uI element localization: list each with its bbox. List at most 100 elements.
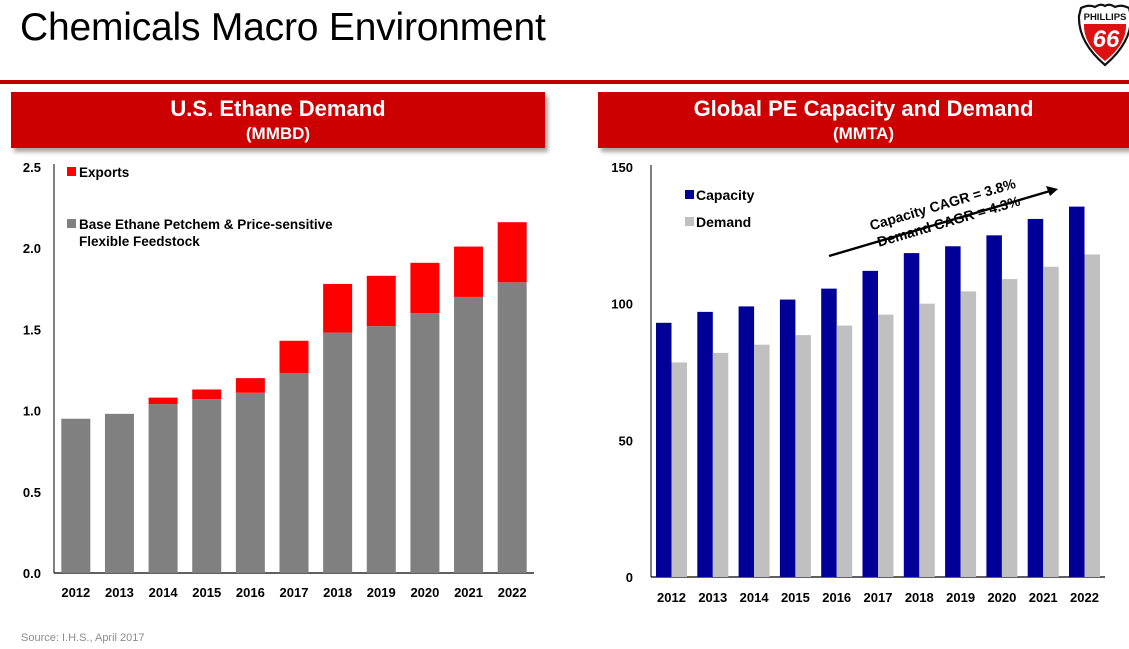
bar-base-2015	[192, 399, 222, 573]
x-tick-label: 2020	[987, 590, 1016, 605]
bar-base-2022	[497, 282, 527, 573]
legend-label-demand: Demand	[696, 214, 751, 230]
legend-label-base-line1: Base Ethane Petchem & Price-sensitive	[79, 217, 333, 232]
y-tick-label: 1.0	[23, 404, 41, 419]
x-tick-label: 2013	[105, 585, 134, 600]
bar-exports-2016	[235, 378, 265, 393]
bar-capacity-2022	[1069, 206, 1085, 577]
x-tick-label: 2021	[454, 585, 483, 600]
bar-capacity-2014	[738, 306, 755, 577]
bar-exports-2014	[148, 397, 178, 405]
x-tick-label: 2013	[698, 590, 727, 605]
y-tick-label: 2.0	[23, 241, 41, 256]
bar-capacity-2012	[656, 322, 672, 577]
y-tick-label: 2.5	[23, 160, 41, 175]
x-tick-label: 2014	[149, 585, 179, 600]
header-rule	[0, 80, 1129, 84]
x-tick-label: 2017	[280, 585, 309, 600]
bar-capacity-2013	[697, 311, 713, 577]
left-chart-title: U.S. Ethane Demand	[170, 96, 386, 121]
y-tick-label: 150	[611, 160, 633, 175]
ethane-demand-chart: 0.0 0.5 1.0 1.5 2.0 2.5 2012 2013 2014 2015 2016 20…	[23, 160, 534, 600]
legend-swatch-exports	[67, 167, 76, 176]
bar-base-2016	[235, 392, 265, 573]
y-tick-label: 100	[611, 297, 633, 312]
x-tick-label: 2014	[740, 590, 770, 605]
bar-capacity-2018	[903, 253, 920, 577]
y-tick-label: 50	[619, 433, 633, 448]
legend-label-base-line2: Flexible Feedstock	[79, 234, 200, 249]
bar-capacity-2019	[945, 246, 961, 577]
page-title: Chemicals Macro Environment	[20, 6, 546, 49]
bar-exports-2020	[410, 262, 440, 314]
x-tick-label: 2022	[498, 585, 527, 600]
bar-demand-2017	[878, 314, 894, 577]
bar-exports-2022	[497, 222, 527, 283]
right-chart-title: Global PE Capacity and Demand	[693, 96, 1034, 121]
bar-exports-2018	[323, 283, 353, 333]
bar-demand-2016	[836, 325, 853, 577]
bar-base-2012	[61, 418, 91, 573]
bar-demand-2013	[712, 352, 729, 577]
left-chart-subtitle: (MMBD)	[245, 124, 311, 143]
x-tick-label: 2016	[822, 590, 851, 605]
bar-demand-2018	[919, 303, 935, 577]
source-note: Source: I.H.S., April 2017	[21, 632, 145, 644]
x-tick-label: 2016	[236, 585, 265, 600]
x-tick-label: 2021	[1029, 590, 1058, 605]
legend-swatch-demand	[685, 217, 694, 226]
bar-demand-2022	[1084, 254, 1100, 577]
bar-capacity-2015	[779, 299, 796, 577]
left-chart-banner: U.S. Ethane Demand (MMBD)	[11, 92, 545, 148]
y-tick-label: 0.5	[23, 485, 41, 500]
x-tick-label: 2015	[192, 585, 221, 600]
bar-exports-2015	[192, 389, 222, 400]
bar-exports-2021	[454, 246, 484, 297]
bar-demand-2012	[671, 362, 687, 577]
x-tick-label: 2022	[1070, 590, 1099, 605]
phillips66-shield-logo-icon: PHILLIPS 66	[1077, 3, 1129, 67]
bar-demand-2021	[1043, 266, 1059, 577]
bar-base-2020	[410, 313, 440, 573]
bar-exports-2019	[366, 275, 396, 327]
x-tick-label: 2015	[781, 590, 810, 605]
trend-arrow-head-icon	[1046, 186, 1058, 196]
x-tick-label: 2018	[323, 585, 352, 600]
bar-capacity-2016	[821, 288, 837, 577]
bar-capacity-2017	[862, 270, 878, 577]
bar-capacity-2020	[986, 235, 1002, 578]
x-tick-label: 2019	[367, 585, 396, 600]
bar-exports-2017	[279, 340, 309, 374]
right-chart-banner: Global PE Capacity and Demand (MMTA)	[598, 92, 1129, 148]
legend-label-capacity: Capacity	[696, 187, 755, 203]
bar-capacity-2021	[1027, 218, 1044, 577]
pe-capacity-demand-chart: 0 50 100 150 2012 2013 2014 2015 2016 2017 2018 201…	[611, 160, 1105, 605]
bar-demand-2019	[960, 291, 977, 577]
legend-swatch-base	[67, 219, 76, 228]
bar-demand-2014	[754, 344, 770, 577]
logo-top-text: PHILLIPS	[1084, 12, 1127, 23]
bar-base-2018	[323, 332, 353, 573]
logo-number: 66	[1093, 26, 1120, 53]
x-tick-label: 2012	[657, 590, 686, 605]
x-tick-label: 2012	[61, 585, 90, 600]
y-tick-label: 0.0	[23, 566, 41, 581]
legend-swatch-capacity	[685, 190, 694, 199]
x-tick-label: 2017	[864, 590, 893, 605]
bar-base-2017	[279, 373, 309, 573]
bar-demand-2015	[795, 335, 811, 577]
x-tick-label: 2020	[410, 585, 439, 600]
x-tick-label: 2018	[905, 590, 934, 605]
right-chart-subtitle: (MMTA)	[832, 124, 895, 143]
bar-base-2021	[454, 296, 484, 573]
legend-label-exports: Exports	[79, 165, 129, 180]
y-tick-label: 0	[626, 570, 633, 585]
bar-base-2014	[148, 404, 178, 573]
bar-demand-2020	[1001, 279, 1018, 577]
bar-base-2019	[366, 326, 396, 573]
x-tick-label: 2019	[946, 590, 975, 605]
trend-arrow-line	[828, 189, 1051, 258]
bar-base-2013	[104, 413, 134, 573]
y-tick-label: 1.5	[23, 322, 41, 337]
